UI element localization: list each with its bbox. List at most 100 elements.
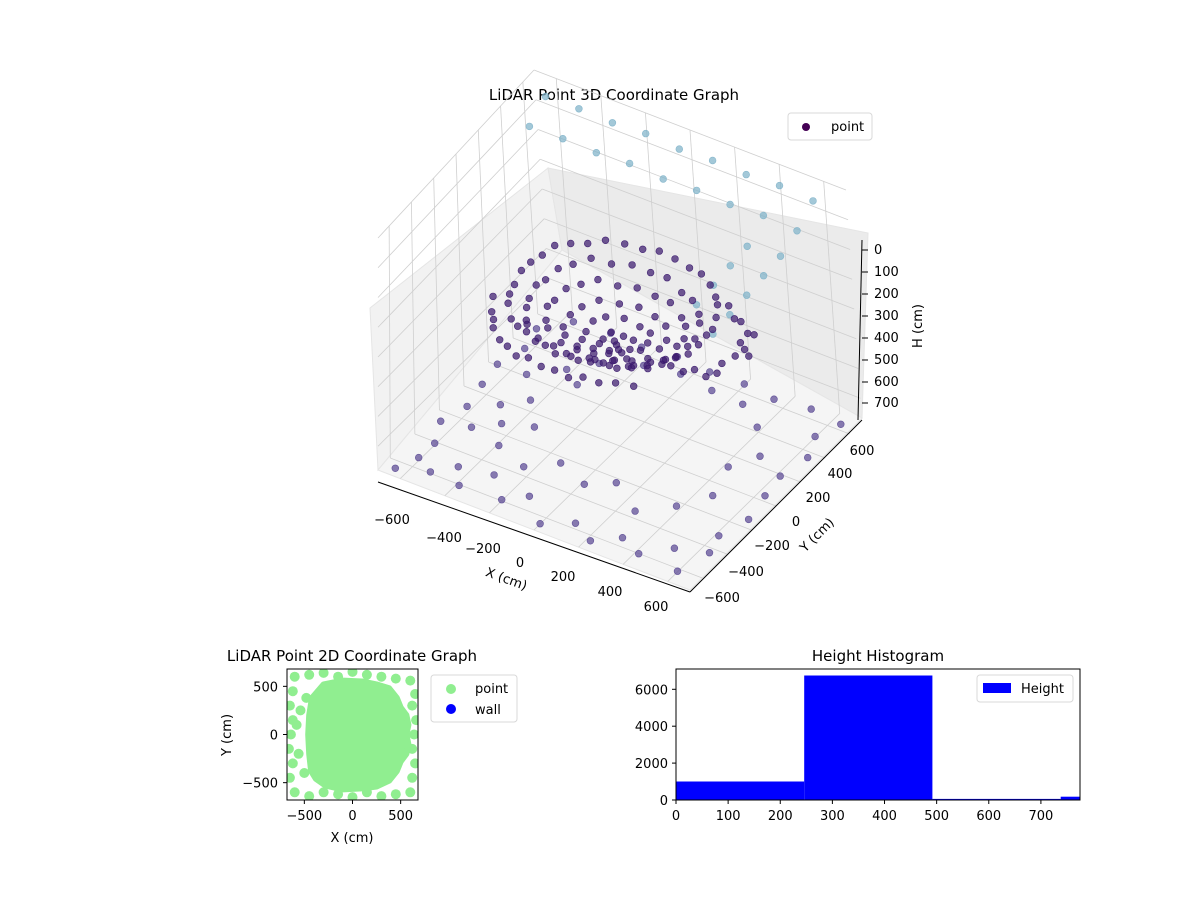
data-point-3d [673,567,682,575]
z-axis-line [857,239,863,421]
y-axis-label-2d: Y (cm) [220,714,235,757]
data-point-3d [534,334,542,342]
data-point-3d [611,379,620,387]
data-point-3d [807,405,815,413]
x-axis-line [377,481,691,593]
data-point-2d [390,789,401,800]
data-point-3d [578,303,586,311]
data-point-3d [607,260,616,268]
points-3d [391,92,845,575]
data-point-2d [390,673,401,684]
data-point-3d [610,337,619,345]
data-point-3d [613,282,622,290]
data-point-3d [681,322,690,330]
data-point-3d [530,423,539,431]
data-point-3d [776,472,784,480]
data-point-3d [651,292,659,300]
chart-3d-title: LiDAR Point 3D Coordinate Graph [489,86,739,104]
y-tick-label: −200 [754,539,790,554]
data-point-3d [496,401,505,409]
data-point-3d [803,453,812,462]
data-point-3d [549,342,558,350]
data-point-3d [712,313,720,322]
y-tick-label: 0 [792,515,800,530]
z-tick-label: 300 [874,309,899,324]
data-point-3d [589,344,597,353]
data-point-3d [726,262,734,270]
grid-line-x [622,395,796,565]
data-point-3d [614,345,623,354]
data-point-2d [291,719,302,730]
data-point-3d [586,537,595,545]
data-point-3d [599,335,607,343]
data-point-3d [437,417,445,425]
grid-line-back-vertical [600,95,618,328]
data-point-3d [561,331,569,339]
data-point-3d [504,299,512,307]
data-point-3d [683,342,692,351]
data-point-3d [559,135,567,143]
z-tick-label: 200 [874,287,899,302]
data-point-3d [496,336,504,344]
grid-line-side-vertical [500,105,514,339]
data-point-3d [605,346,614,355]
data-point-3d [655,345,664,353]
data-point-3d [589,317,597,325]
data-point-2d [376,671,387,682]
data-point-3d [708,386,716,395]
x-tick-label-2d: −500 [286,809,322,824]
data-point-3d [573,381,581,389]
data-point-3d [498,496,506,504]
z-tick-label: 400 [874,331,899,346]
data-point-3d [583,239,592,248]
data-point-2d [287,729,296,740]
data-point-2d [333,671,344,682]
data-point-3d [587,254,595,262]
data-point-3d [550,241,559,250]
data-point-3d [579,373,587,381]
data-point-3d [522,303,531,312]
data-point-3d [793,227,801,235]
legend-histogram-label: Height [1021,682,1064,697]
data-point-2d [295,705,306,716]
data-point-3d [613,364,621,372]
point-cloud-2d [305,677,412,793]
data-point-3d [672,352,680,361]
x-tick-label-histogram: 500 [924,809,949,824]
data-point-3d [595,379,603,387]
grid-line-h-side [377,218,545,387]
y-tick-label-2d: 0 [270,729,278,744]
data-point-3d [646,329,654,337]
data-point-3d [415,453,423,462]
data-point-3d [594,275,602,284]
data-point-3d [557,338,565,347]
data-point-3d [655,247,663,255]
data-point-3d [562,284,570,293]
data-point-3d [643,339,652,347]
histogram-title: Height Histogram [812,647,944,665]
data-point-3d [740,345,749,354]
grid-line-h-back [546,248,859,369]
grid-line-side-vertical [522,81,539,315]
data-point-3d [644,354,652,363]
data-point-2d [287,758,298,769]
data-point-3d [542,316,550,324]
data-point-3d [718,359,726,368]
legend-3d-marker-point [802,123,810,131]
data-point-2d [293,748,304,759]
data-point-3d [582,327,590,336]
grid-line-side-vertical [477,129,489,363]
data-point-3d [641,129,650,138]
y-tick-label-histogram: 0 [660,794,668,809]
data-point-3d [750,331,758,339]
y-tick-label-histogram: 4000 [635,720,668,735]
data-point-3d [544,324,552,332]
data-point-3d [638,245,647,254]
data-point-3d [671,255,679,263]
data-point-3d [591,355,599,364]
data-point-3d [691,335,699,343]
data-point-3d [543,302,552,310]
z-axis-label: H (cm) [911,304,926,348]
data-point-2d [361,669,372,680]
data-point-3d [837,420,845,428]
